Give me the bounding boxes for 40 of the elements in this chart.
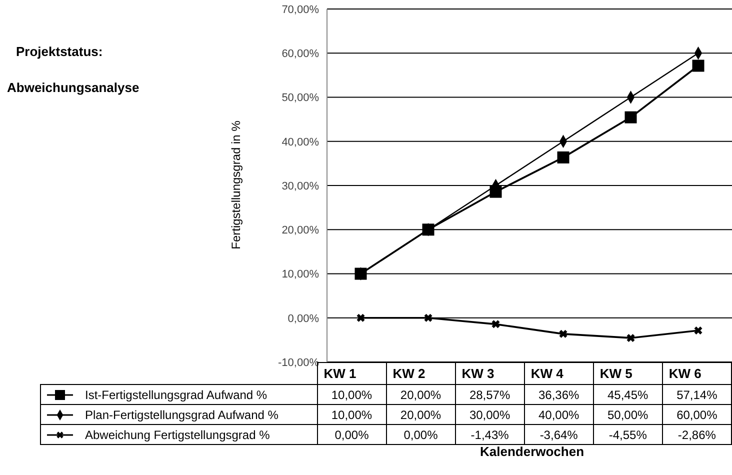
y-tick-label: 30,00%: [282, 180, 320, 192]
data-label: 60,00%: [662, 404, 732, 424]
x-tick-label: KW 1: [317, 362, 386, 384]
data-label: 36,36%: [524, 384, 594, 404]
data-label: 0,00%: [317, 424, 386, 444]
x-tick-label: KW 5: [593, 362, 662, 384]
y-tick-label: 40,00%: [282, 136, 320, 148]
data-label: 20,00%: [386, 404, 456, 424]
data-label: -4,55%: [593, 424, 662, 444]
data-label: -3,64%: [524, 424, 594, 444]
y-tick-label: 60,00%: [282, 48, 320, 60]
data-label: -1,43%: [455, 424, 524, 444]
data-label: 50,00%: [593, 404, 662, 424]
data-label: 45,45%: [593, 384, 662, 404]
data-label: 20,00%: [386, 384, 456, 404]
x-tick-label: KW 3: [455, 362, 524, 384]
data-label: -2,86%: [662, 424, 732, 444]
y-tick-label: 20,00%: [282, 224, 320, 237]
data-label: 0,00%: [386, 424, 456, 444]
text: Projektstatus:: [16, 44, 103, 59]
data-label: 10,00%: [317, 384, 386, 404]
y-tick-label: -10,00%: [278, 356, 320, 369]
y-tick-label: 0,00%: [288, 312, 320, 325]
data-label: 10,00%: [317, 404, 386, 424]
legend-label: Ist-Fertigstellungsgrad Aufwand %: [40, 384, 318, 404]
x-tick-label: KW 6: [662, 362, 732, 384]
y-tick-label: 10,00%: [282, 268, 320, 281]
text: Abweichungsanalyse: [7, 80, 140, 95]
data-label: 57,14%: [662, 384, 732, 404]
y-tick-label: 70,00%: [282, 4, 320, 16]
data-label: 40,00%: [524, 404, 594, 424]
legend-label: Plan-Fertigstellungsgrad Aufwand %: [40, 404, 318, 424]
x-tick-label: KW 2: [386, 362, 456, 384]
x-axis-title: Kalenderwochen: [480, 444, 584, 459]
y-tick-label: 50,00%: [282, 92, 320, 104]
data-label: 30,00%: [455, 404, 524, 424]
data-label: 28,57%: [455, 384, 524, 404]
x-tick-label: KW 4: [524, 362, 594, 384]
y-axis-title: Fertigstellungsgrad in %: [229, 120, 243, 250]
legend-label: Abweichung Fertigstellungsgrad %: [40, 424, 318, 444]
